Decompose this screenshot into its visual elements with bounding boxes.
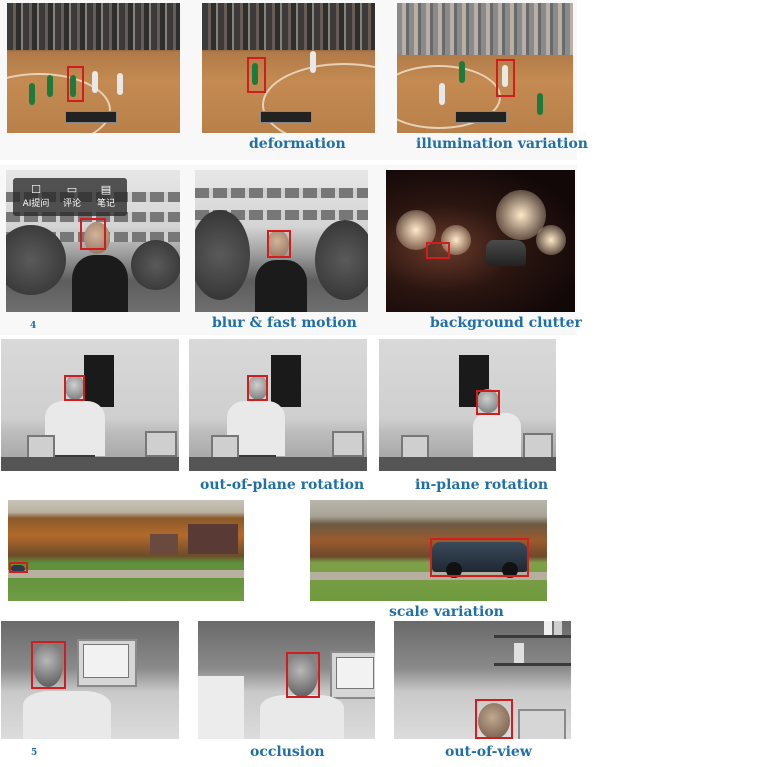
target-bbox xyxy=(475,699,513,739)
clutter-frame xyxy=(386,170,575,312)
target-bbox xyxy=(267,230,291,258)
basketball-frame-3 xyxy=(397,3,573,133)
caption-occlusion: occlusion xyxy=(250,744,325,760)
ai-ask-label: AI提问 xyxy=(22,199,50,209)
caption-scale-variation: scale variation xyxy=(389,604,504,620)
caption-deformation: deformation xyxy=(249,136,346,152)
notepad-icon: ▤ xyxy=(100,183,112,196)
comment-label: 评论 xyxy=(62,199,81,209)
target-bbox xyxy=(476,390,500,415)
target-bbox xyxy=(247,57,266,93)
ai-ask-button[interactable]: ☐ AI提问 xyxy=(21,183,51,209)
robot-icon: ☐ xyxy=(31,183,41,196)
target-bbox xyxy=(9,562,28,573)
caption-blur-fast-motion: blur & fast motion xyxy=(212,315,357,331)
target-bbox xyxy=(80,218,106,250)
basketball-frame-2 xyxy=(202,3,375,133)
caption-background-clutter: background clutter xyxy=(430,315,582,331)
target-bbox xyxy=(67,66,84,102)
caption-illumination-variation: illumination variation xyxy=(416,136,588,152)
notes-button[interactable]: ▤ 笔记 xyxy=(91,183,121,209)
occlusion-frame-1 xyxy=(1,621,179,739)
target-bbox xyxy=(496,59,515,97)
target-bbox xyxy=(247,375,268,401)
scale-frame-1 xyxy=(8,500,244,601)
page-number-4: 4 xyxy=(30,321,37,331)
target-bbox xyxy=(430,538,529,577)
caption-in-plane-rotation: in-plane rotation xyxy=(415,477,548,493)
occlusion-frame-2 xyxy=(198,621,375,739)
target-bbox xyxy=(31,641,66,689)
out-of-view-frame xyxy=(394,621,571,739)
caption-out-of-view: out-of-view xyxy=(445,744,532,760)
out-of-plane-frame-1 xyxy=(1,339,179,471)
comment-button[interactable]: ▭ 评论 xyxy=(57,183,87,209)
in-plane-frame xyxy=(379,339,556,471)
speech-bubble-icon: ▭ xyxy=(66,183,78,196)
basketball-frame-1 xyxy=(7,3,180,133)
target-bbox xyxy=(64,375,85,401)
scale-frame-2 xyxy=(310,500,547,601)
blur-frame-2 xyxy=(195,170,368,312)
out-of-plane-frame-2 xyxy=(189,339,367,471)
page-number-5: 5 xyxy=(31,748,38,758)
target-bbox xyxy=(426,242,450,259)
floating-toolbar: ☐ AI提问 ▭ 评论 ▤ 笔记 xyxy=(13,178,127,216)
target-bbox xyxy=(286,652,320,698)
caption-out-of-plane-rotation: out-of-plane rotation xyxy=(200,477,365,493)
notes-label: 笔记 xyxy=(96,199,115,209)
